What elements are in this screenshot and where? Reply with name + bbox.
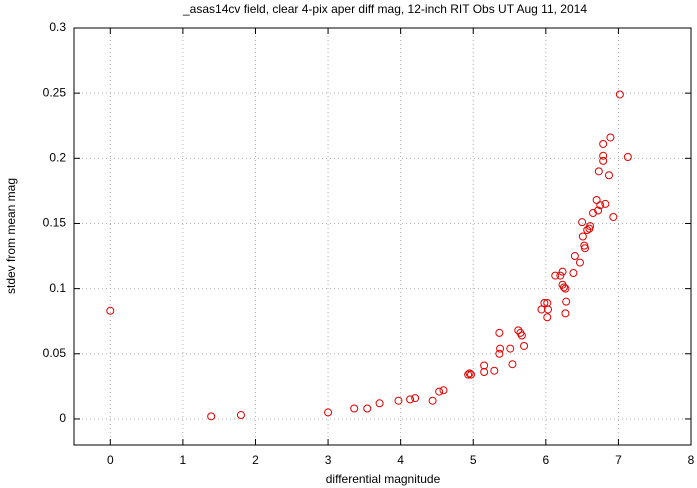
point (537, 305, 546, 314)
point (350, 404, 359, 413)
point (464, 370, 473, 379)
point (551, 271, 560, 280)
point (606, 133, 615, 142)
x-tick-label: 8 (688, 453, 695, 467)
point (578, 218, 587, 227)
point (520, 341, 529, 350)
point (615, 90, 624, 99)
point (601, 199, 610, 208)
point (586, 222, 595, 231)
point (594, 206, 603, 215)
point (540, 298, 549, 307)
point (569, 268, 578, 277)
point (363, 404, 372, 413)
point (406, 395, 415, 404)
y-tick-label: 0.15 (43, 216, 67, 230)
point (575, 258, 584, 267)
point (544, 305, 553, 314)
point (578, 232, 587, 241)
point (495, 349, 504, 358)
point (411, 394, 420, 403)
point (589, 209, 598, 218)
point (604, 171, 613, 180)
y-axis-label: stdev from mean mag (4, 178, 18, 294)
point (581, 244, 590, 253)
y-tick-label: 0.3 (49, 20, 66, 34)
x-tick-label: 1 (180, 453, 187, 467)
point (465, 369, 474, 378)
point (106, 306, 115, 315)
point (496, 344, 505, 353)
y-tick-label: 0.05 (43, 346, 67, 360)
x-tick-label: 5 (470, 453, 477, 467)
point (596, 201, 605, 210)
point (495, 328, 504, 337)
point (490, 366, 499, 375)
point (594, 167, 603, 176)
point (480, 361, 489, 370)
point (592, 196, 601, 205)
point (439, 386, 448, 395)
point (561, 284, 570, 293)
point (599, 156, 608, 165)
point (480, 368, 489, 377)
point (375, 399, 384, 408)
x-tick-label: 0 (107, 453, 114, 467)
point (514, 326, 523, 335)
point (324, 408, 333, 417)
y-tick-label: 0.2 (49, 150, 66, 164)
y-tick-label: 0.1 (49, 281, 66, 295)
x-tick-label: 2 (252, 453, 259, 467)
point (394, 396, 403, 405)
point (609, 212, 618, 221)
point (467, 370, 476, 379)
point (599, 139, 608, 148)
point (435, 387, 444, 396)
point (543, 313, 552, 322)
point (561, 309, 570, 318)
point (570, 252, 579, 261)
x-tick-label: 3 (325, 453, 332, 467)
point (559, 283, 568, 292)
point (508, 360, 517, 369)
y-tick-label: 0 (59, 411, 66, 425)
point (599, 151, 608, 160)
point (562, 297, 571, 306)
x-axis-label: differential magnitude (326, 472, 441, 486)
x-tick-label: 4 (397, 453, 404, 467)
point (207, 412, 216, 421)
point (623, 153, 632, 162)
plot-frame (73, 27, 692, 446)
y-tick-label: 0.25 (43, 85, 67, 99)
point (236, 411, 245, 420)
point (517, 331, 526, 340)
point (506, 344, 515, 353)
point (428, 396, 437, 405)
point (556, 271, 565, 280)
chart-title: _asas14cv field, clear 4-pix aper diff m… (182, 2, 587, 16)
x-tick-label: 6 (542, 453, 549, 467)
point (558, 267, 567, 276)
x-tick-label: 7 (615, 453, 622, 467)
